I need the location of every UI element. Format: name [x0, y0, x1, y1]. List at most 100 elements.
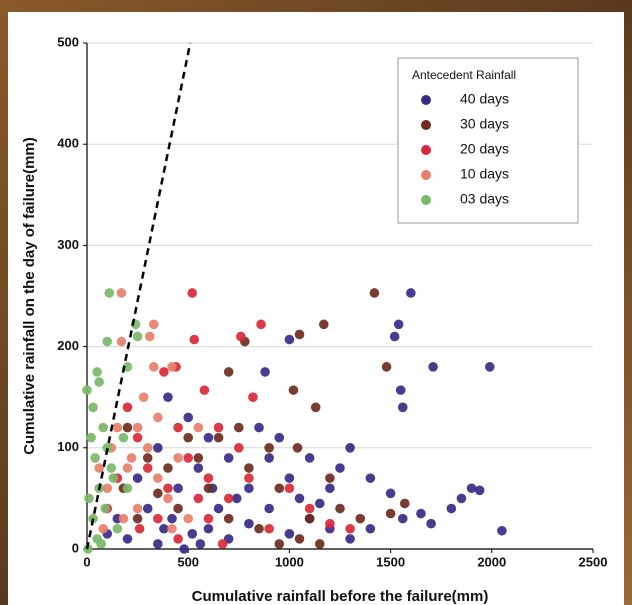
point [98, 422, 108, 433]
point [90, 453, 100, 463]
point [345, 443, 355, 453]
point [203, 483, 214, 494]
point [173, 534, 183, 544]
point [284, 473, 295, 483]
y-axis-label: Cumulative rainfall on the day of failur… [21, 137, 38, 455]
legend-title: Antecedent Rainfall [412, 68, 516, 82]
point [234, 443, 244, 453]
point [118, 432, 129, 443]
point [365, 523, 376, 534]
point [284, 483, 295, 494]
point [132, 422, 143, 433]
point [294, 493, 305, 504]
point [213, 422, 224, 433]
point [203, 523, 214, 534]
point [148, 319, 159, 330]
legend-label: 20 days [460, 141, 509, 157]
x-tick-label: 2000 [477, 554, 506, 569]
point [116, 288, 127, 298]
point [167, 523, 177, 534]
point [148, 362, 159, 372]
point [314, 539, 325, 549]
point [153, 473, 163, 483]
point [102, 483, 113, 494]
point [335, 503, 345, 514]
point [203, 432, 214, 443]
point [108, 473, 119, 483]
legend-marker [421, 195, 431, 205]
point [112, 422, 123, 433]
point [292, 443, 303, 453]
point [223, 513, 234, 524]
point [173, 422, 183, 433]
point [304, 513, 315, 524]
point [138, 392, 149, 403]
point [294, 534, 305, 544]
legend-marker [421, 120, 431, 130]
point [167, 513, 177, 524]
point [446, 503, 457, 514]
point [126, 453, 137, 463]
point [92, 367, 102, 377]
x-tick-label: 1500 [376, 554, 405, 569]
point [183, 412, 193, 423]
point [102, 336, 113, 347]
legend-label: 03 days [460, 191, 509, 207]
y-tick-label: 500 [57, 34, 79, 49]
point [397, 402, 408, 413]
point [264, 443, 274, 453]
point [163, 483, 173, 494]
point [183, 432, 193, 443]
point [393, 319, 404, 330]
point [122, 463, 133, 473]
reference-line [85, 42, 192, 550]
point [304, 503, 315, 514]
point [193, 453, 204, 463]
point [466, 483, 477, 494]
point [365, 473, 376, 483]
point [314, 498, 325, 509]
point [310, 402, 321, 413]
point [244, 463, 254, 473]
point [234, 422, 244, 433]
point [223, 367, 234, 377]
point [248, 392, 258, 403]
point [122, 422, 133, 433]
point [132, 331, 143, 342]
point [100, 503, 111, 514]
point [428, 362, 438, 372]
point [195, 539, 206, 549]
point [456, 493, 467, 504]
point [304, 453, 315, 463]
legend-marker [421, 170, 431, 180]
point [399, 498, 410, 509]
point [193, 463, 204, 473]
legend-label: 10 days [460, 166, 509, 182]
point [94, 377, 104, 387]
point [284, 334, 295, 345]
point [96, 539, 106, 549]
point [294, 329, 305, 340]
point [122, 402, 133, 413]
point [153, 513, 163, 524]
point [203, 513, 214, 524]
point [381, 362, 392, 372]
point [134, 523, 145, 534]
point [426, 518, 436, 529]
point [497, 525, 507, 536]
point [163, 463, 173, 473]
point [256, 319, 266, 330]
point [122, 362, 133, 372]
point [153, 443, 163, 453]
point [236, 331, 246, 342]
point [179, 544, 189, 554]
legend-marker [421, 145, 431, 155]
y-tick-label: 100 [57, 439, 79, 454]
point [122, 483, 133, 494]
point [385, 488, 396, 499]
y-tick-label: 300 [57, 237, 79, 252]
point [274, 483, 285, 494]
point [142, 443, 153, 453]
point [319, 319, 329, 330]
point [264, 523, 274, 534]
